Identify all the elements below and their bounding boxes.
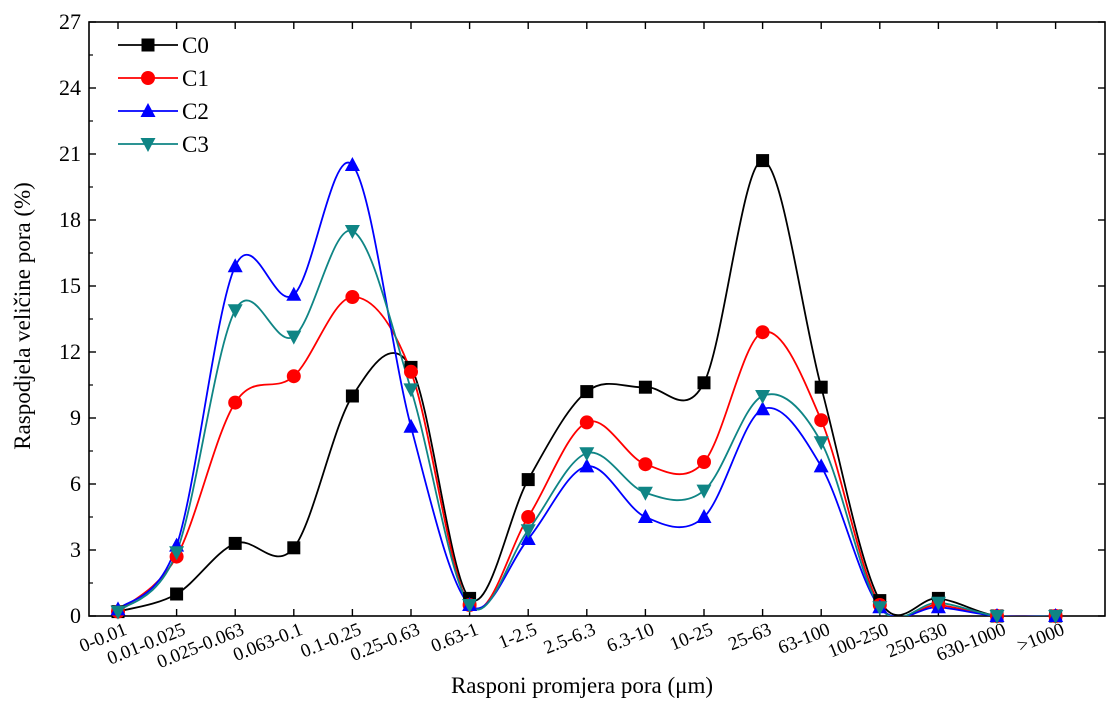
data-point-c1: [345, 290, 360, 304]
legend-label-c1: C1: [182, 66, 209, 91]
data-point-c2: [755, 401, 771, 416]
data-point-c0: [287, 541, 301, 555]
y-tick-label: 9: [70, 405, 81, 430]
data-point-c0: [580, 385, 594, 399]
data-point-c0: [638, 380, 652, 394]
data-point-c3: [520, 524, 536, 539]
data-point-c3: [637, 486, 653, 501]
data-point-c2: [696, 509, 712, 523]
data-point-c1: [521, 510, 536, 524]
data-point-c3: [462, 599, 478, 613]
data-point-c2: [344, 157, 360, 171]
data-point-c3: [872, 601, 888, 616]
legend-label-c2: C2: [182, 99, 209, 124]
data-point-c0: [228, 536, 242, 550]
data-point-c2: [403, 418, 419, 433]
data-point-c3: [403, 383, 419, 398]
data-point-c1: [638, 457, 653, 472]
data-point-c2: [286, 286, 302, 301]
data-point-c3: [344, 225, 360, 239]
data-point-c3: [1048, 610, 1064, 624]
legend-marker-c0: [141, 38, 155, 52]
data-point-c0: [697, 376, 711, 390]
data-point-c3: [110, 605, 126, 620]
data-point-c3: [579, 447, 595, 462]
y-tick-label: 18: [59, 207, 81, 232]
data-point-c1: [814, 413, 829, 428]
data-point-c2: [227, 258, 243, 273]
data-point-c3: [755, 390, 771, 404]
y-tick-label: 27: [59, 9, 81, 34]
legend-label-c3: C3: [182, 132, 209, 157]
data-point-c0: [756, 154, 770, 168]
data-point-c0: [521, 473, 535, 487]
data-point-c3: [169, 546, 185, 561]
y-tick-label: 12: [59, 339, 81, 364]
data-point-c0: [814, 380, 828, 394]
series-line-c2: [117, 161, 1056, 616]
legend: C0 C1 C2 C3: [118, 33, 209, 157]
data-point-c1: [755, 325, 770, 340]
data-point-c3: [989, 610, 1005, 624]
legend-label-c0: C0: [182, 33, 209, 58]
data-point-c1: [286, 369, 301, 384]
data-point-c2: [637, 509, 653, 523]
data-point-c1: [697, 455, 711, 469]
y-tick-label: 21: [59, 141, 81, 166]
legend-marker-c2: [140, 103, 156, 117]
x-axis-title: Rasponi promjera pora (μm): [451, 673, 713, 698]
series-line-c1: [117, 296, 1056, 616]
y-tick-label: 3: [70, 537, 81, 562]
data-point-c2: [579, 458, 595, 473]
legend-marker-c1: [141, 71, 155, 85]
data-point-c0: [345, 389, 359, 403]
data-point-c2: [813, 458, 829, 473]
data-point-c1: [228, 395, 243, 410]
data-point-c0: [170, 587, 184, 601]
data-point-c3: [286, 330, 302, 345]
legend-marker-c3: [140, 138, 156, 152]
data-point-c3: [813, 436, 829, 451]
y-tick-label: 0: [70, 603, 81, 628]
y-tick-label: 6: [70, 471, 81, 496]
data-point-c3: [696, 484, 712, 499]
y-axis-title: Raspodjela veličine pora (%): [10, 182, 35, 450]
y-tick-label: 15: [59, 273, 81, 298]
data-point-c1: [404, 364, 418, 379]
y-tick-label: 24: [59, 75, 81, 100]
data-point-c3: [930, 596, 946, 611]
data-point-c1: [579, 415, 594, 430]
data-point-c3: [227, 304, 243, 319]
